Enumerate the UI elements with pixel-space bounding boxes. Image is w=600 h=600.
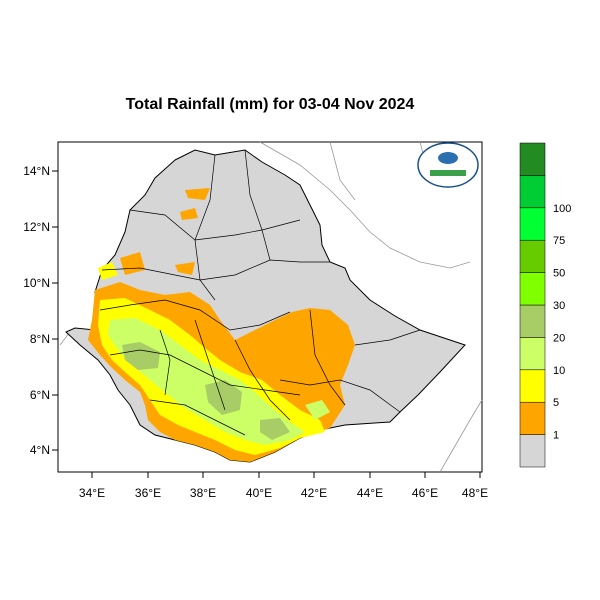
- lat-label: 10°N: [23, 276, 50, 290]
- legend-label: 50: [553, 268, 565, 280]
- rainfall-10-20: [108, 318, 330, 445]
- legend-swatch: [519, 207, 546, 241]
- lon-label: 38°E: [190, 486, 216, 500]
- legend-label: 20: [553, 332, 565, 344]
- region-boundary-12: [194, 319, 226, 411]
- lat-tick-labels: 14°N 12°N 10°N 8°N 6°N 4°N: [23, 164, 50, 457]
- logo-ring: [417, 142, 479, 188]
- lat-ticks: [52, 170, 58, 451]
- coastline-red-sea: [259, 141, 471, 269]
- rainfall-lightgreen-band: [108, 318, 305, 445]
- cloud-icon: [438, 152, 458, 164]
- lon-label: 40°E: [246, 486, 272, 500]
- rainfall-orange-north: [180, 208, 198, 220]
- legend-swatch: [519, 142, 546, 176]
- region-boundary-3: [129, 209, 301, 241]
- ema-logo: [417, 142, 479, 188]
- region-boundary-9: [354, 329, 421, 346]
- legend-colorbar: [519, 142, 546, 468]
- region-boundary-8: [309, 309, 346, 406]
- lat-label: 14°N: [23, 164, 50, 178]
- lon-label: 36°E: [135, 486, 161, 500]
- lon-ticks: [91, 472, 481, 478]
- legend-swatch: [519, 175, 546, 209]
- lon-tick-labels: 34°E 36°E 38°E 40°E 42°E 44°E 46°E 48°E: [79, 486, 488, 500]
- legend-swatch: [519, 337, 546, 371]
- legend-swatch: [519, 434, 546, 468]
- rainfall-yellow-northwest: [98, 262, 118, 280]
- region-boundary-11: [159, 329, 171, 396]
- legend-label: 5: [553, 397, 559, 409]
- region-boundary-10: [279, 379, 401, 413]
- somalia-coast: [439, 399, 483, 473]
- lat-label: 4°N: [30, 443, 50, 457]
- region-boundary-4: [101, 259, 330, 281]
- rainfall-orange-northwest: [120, 252, 145, 275]
- legend-swatch: [519, 401, 546, 435]
- lon-label: 44°E: [357, 486, 383, 500]
- rainfall-olive-south: [205, 380, 242, 415]
- legend-label: 100: [553, 203, 571, 215]
- legend-swatch: [519, 239, 546, 273]
- rainfall-olive-south2: [260, 418, 290, 440]
- lon-label: 42°E: [301, 486, 327, 500]
- legend-label: 30: [553, 300, 565, 312]
- lon-label: 46°E: [412, 486, 438, 500]
- region-boundary-6: [109, 349, 301, 396]
- map-frame: [57, 141, 483, 473]
- rainfall-20-30: [122, 342, 290, 440]
- region-boundary-5: [99, 299, 291, 331]
- rainfall-olive-west: [122, 342, 160, 370]
- region-boundary-2: [244, 149, 271, 261]
- legend-swatch: [519, 369, 546, 403]
- legend-label: 75: [553, 235, 565, 247]
- legend-label: 10: [553, 365, 565, 377]
- lat-label: 12°N: [23, 220, 50, 234]
- region-boundary-7: [149, 399, 246, 436]
- admin-boundaries: [99, 149, 421, 436]
- rainfall-lightgreen-east: [305, 400, 330, 420]
- lat-label: 8°N: [30, 332, 50, 346]
- legend-labels: 1 5 10 20 30 50 75 100: [553, 203, 571, 442]
- lon-label: 34°E: [79, 486, 105, 500]
- landscape-icon: [430, 170, 466, 176]
- legend-swatch: [519, 272, 546, 306]
- legend-label: 1: [553, 430, 559, 442]
- eritrea-yemen-boundary: [329, 141, 356, 201]
- map-title: Total Rainfall (mm) for 03-04 Nov 2024: [125, 96, 415, 113]
- lon-label: 48°E: [462, 486, 488, 500]
- region-boundary-13: [234, 339, 291, 421]
- legend-swatch: [519, 304, 546, 338]
- lat-label: 6°N: [30, 388, 50, 402]
- rainfall-orange-central: [175, 262, 195, 275]
- rainfall-orange-north2: [185, 188, 210, 200]
